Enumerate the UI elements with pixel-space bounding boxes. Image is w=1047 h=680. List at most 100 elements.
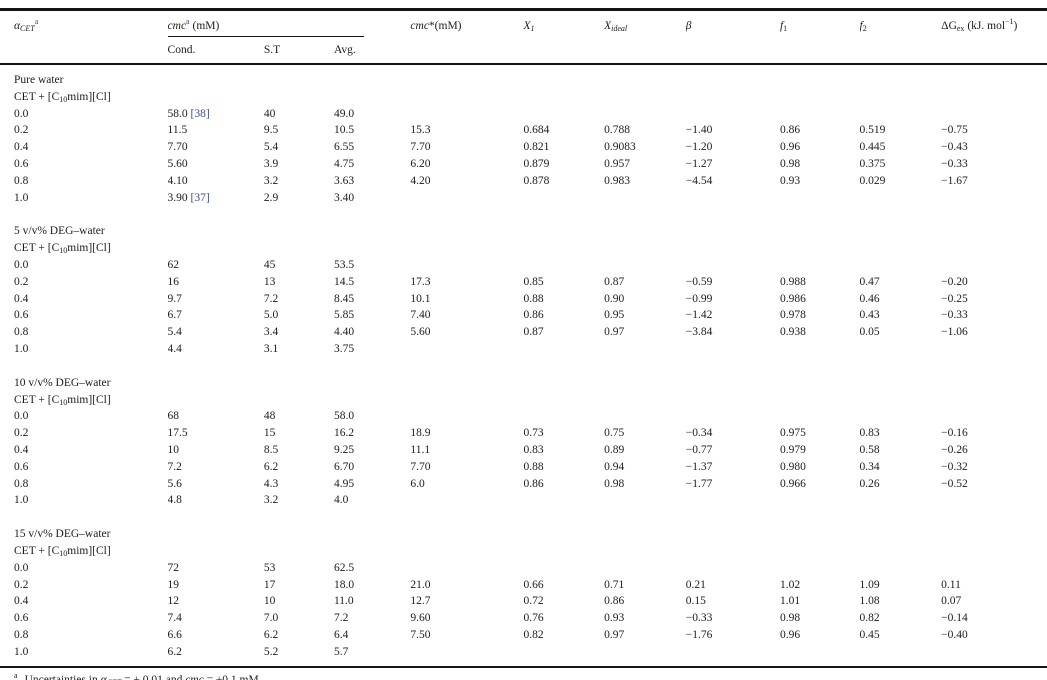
table-row: 0.4 7.70 5.4 6.55 7.70 0.821 0.9083 −1.20 0.96 0.… <box>0 139 1047 156</box>
cell-f2: 1.08 <box>859 595 880 608</box>
table-row: 0.8 5.6 4.3 4.95 6.0 0.86 0.98 −1.77 0.966 0.26 −0… <box>0 476 1047 493</box>
cell-cond: 58.0 [38] <box>167 107 210 120</box>
cell-f1: 0.96 <box>779 141 801 154</box>
cell-xideal: 0.75 <box>604 427 625 440</box>
cell-alpha: 0.0 <box>14 410 29 423</box>
cell-xideal <box>604 644 686 667</box>
section-system-label: CET + [C10mim][Cl] <box>14 242 111 256</box>
cell-xideal <box>604 257 686 274</box>
cell-cond: 19 <box>167 578 180 591</box>
cell-cond: 6.6 <box>167 628 182 641</box>
section-title: 15 v/v% DEG–water <box>14 528 111 541</box>
cell-st: 6.2 <box>263 628 279 641</box>
cell-cmcstar: 12.7 <box>410 595 431 608</box>
cell-cmcstar: 7.40 <box>410 309 431 322</box>
cell-f2: 0.58 <box>859 443 880 456</box>
cell-f2: 0.43 <box>859 309 880 322</box>
table-row: 1.0 4.4 3.1 3.75 <box>0 341 1047 358</box>
cell-beta <box>686 644 780 667</box>
cell-cond: 16 <box>167 275 180 288</box>
section-title-row: 5 v/v% DEG–water <box>0 223 1047 240</box>
cell-x1: 0.73 <box>523 427 544 440</box>
table-row: 0.2 16 13 14.5 17.3 0.85 0.87 −0.59 0.988 0.47 −0.… <box>0 274 1047 291</box>
cell-x1: 0.86 <box>523 477 544 490</box>
cell-beta <box>686 106 780 123</box>
cell-x1: 0.83 <box>523 443 544 456</box>
cell-f2: 0.029 <box>859 174 886 187</box>
cell-beta: −1.77 <box>685 477 713 490</box>
table-row: 0.0 62 45 53.5 <box>0 257 1047 274</box>
cell-xideal: 0.93 <box>604 612 625 625</box>
cell-alpha: 0.4 <box>14 141 29 154</box>
section-title: 10 v/v% DEG–water <box>14 376 111 389</box>
cell-st: 2.9 <box>263 191 279 204</box>
cell-x1 <box>523 106 604 123</box>
table-row: 0.6 7.4 7.0 7.2 9.60 0.76 0.93 −0.33 0.98 0.82 −0.… <box>0 610 1047 627</box>
cell-avg: 4.95 <box>333 477 355 490</box>
cell-x1 <box>523 560 604 577</box>
cell-alpha: 0.2 <box>14 124 29 137</box>
cell-beta <box>686 560 780 577</box>
cell-cmcstar: 15.3 <box>410 124 431 137</box>
cell-avg: 5.85 <box>333 309 355 322</box>
table-row: 0.8 5.4 3.4 4.40 5.60 0.87 0.97 −3.84 0.938 0.05 −… <box>0 324 1047 341</box>
cell-dgex <box>941 190 1047 207</box>
cell-xideal: 0.71 <box>604 578 625 591</box>
cell-cmcstar <box>410 257 523 274</box>
cell-f1 <box>780 257 860 274</box>
cell-alpha: 1.0 <box>14 191 29 204</box>
cell-avg: 6.4 <box>333 628 349 641</box>
cell-beta <box>686 190 780 207</box>
section-system-label: CET + [C10mim][Cl] <box>14 393 111 407</box>
cell-x1: 0.878 <box>523 174 550 187</box>
column-header-st: S.T <box>263 44 334 65</box>
cell-beta: −4.54 <box>685 174 713 187</box>
cell-cond: 7.2 <box>167 460 182 473</box>
cell-dgex: −0.26 <box>941 443 968 456</box>
cell-alpha: 0.4 <box>14 443 29 456</box>
cell-alpha: 0.6 <box>14 157 29 170</box>
cell-alpha: 0.0 <box>14 561 29 574</box>
cell-avg: 53.5 <box>333 258 355 271</box>
citation-link[interactable]: [37] <box>190 191 210 204</box>
column-group-cmc: cmca (mM) <box>167 10 411 45</box>
table-row: 1.0 3.90 [37] 2.9 3.40 <box>0 190 1047 207</box>
cell-beta: −0.77 <box>685 443 713 456</box>
cell-dgex: −0.20 <box>941 275 968 288</box>
section-system-row: CET + [C10mim][Cl] <box>0 543 1047 560</box>
cell-f2: 0.46 <box>859 292 880 305</box>
cell-avg: 11.0 <box>333 595 354 608</box>
cell-xideal: 0.89 <box>604 443 625 456</box>
cell-f2: 0.34 <box>859 460 880 473</box>
cell-dgex: 0.07 <box>941 595 962 608</box>
table-row: 0.4 10 8.5 9.25 11.1 0.83 0.89 −0.77 0.979 0.58 −0… <box>0 442 1047 459</box>
cell-st: 3.2 <box>263 174 279 187</box>
cell-x1 <box>523 408 604 425</box>
cell-xideal: 0.97 <box>604 628 625 641</box>
cell-x1: 0.85 <box>523 275 544 288</box>
section-spacer-row <box>0 509 1047 526</box>
cell-x1: 0.87 <box>523 326 544 339</box>
column-header-avg: Avg. <box>333 44 411 65</box>
table-body: Pure water CET + [C10mim][Cl] 0.0 58.0 [38]… <box>0 64 1047 667</box>
cell-f1 <box>780 106 860 123</box>
table-row: 0.6 6.7 5.0 5.85 7.40 0.86 0.95 −1.42 0.978 0.43 −… <box>0 307 1047 324</box>
table-row: 0.8 4.10 3.2 3.63 4.20 0.878 0.983 −4.54 0.93 0.0… <box>0 173 1047 190</box>
table-row: 0.4 9.7 7.2 8.45 10.1 0.88 0.90 −0.99 0.986 0.46 −… <box>0 291 1047 308</box>
cell-xideal <box>604 341 686 358</box>
cell-f1: 0.975 <box>779 427 806 440</box>
cell-avg: 10.5 <box>333 124 355 137</box>
cell-xideal <box>604 190 686 207</box>
cell-cmcstar: 4.20 <box>410 174 431 187</box>
table-row: 0.2 17.5 15 16.2 18.9 0.73 0.75 −0.34 0.975 0.83 −… <box>0 425 1047 442</box>
table-row: 0.4 12 10 11.0 12.7 0.72 0.86 0.15 1.01 1.08 0.07 <box>0 593 1047 610</box>
table-row: 0.0 58.0 [38] 40 49.0 <box>0 106 1047 123</box>
cell-beta: −1.37 <box>685 460 713 473</box>
column-header-beta: β <box>685 20 692 32</box>
cell-cond: 11.5 <box>167 124 188 137</box>
cell-f2: 0.445 <box>859 141 886 154</box>
citation-link[interactable]: [38] <box>190 107 210 120</box>
cell-avg: 16.2 <box>333 427 355 440</box>
column-header-x1: X1 <box>523 20 535 33</box>
